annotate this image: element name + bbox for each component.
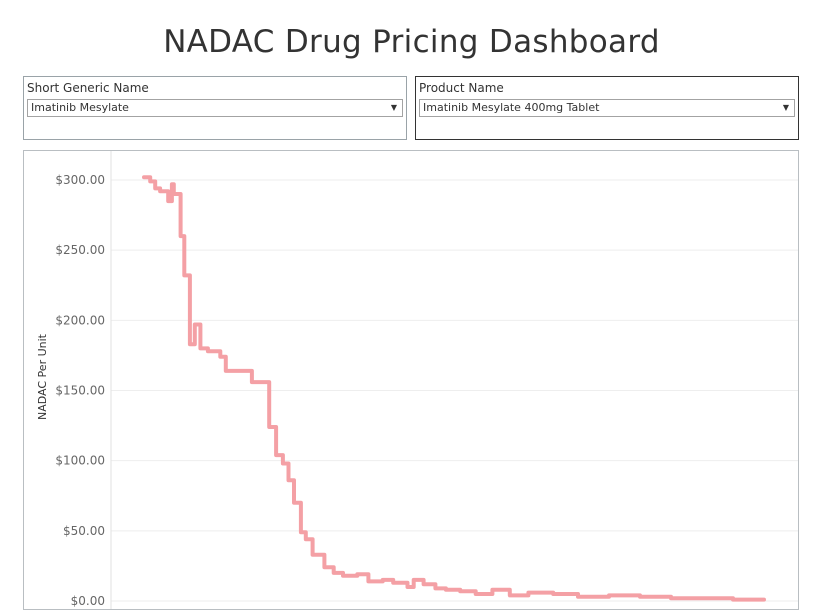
- price-history-chart: $0.00 $50.00 $100.00 $150.00 $200.00 $250.00 $…: [36, 151, 798, 609]
- y-axis-ticks: $0.00 $50.00 $100.00 $150.00 $200.00 $250.00 $…: [55, 173, 105, 608]
- product-name-dropdown[interactable]: Imatinib Mesylate 400mg Tablet ▼: [419, 99, 795, 117]
- y-tick-label: $300.00: [55, 173, 105, 187]
- generic-name-filter-label: Short Generic Name: [27, 81, 149, 95]
- y-tick-label: $50.00: [63, 524, 105, 538]
- generic-name-dropdown[interactable]: Imatinib Mesylate ▼: [27, 99, 403, 117]
- y-tick-label: $250.00: [55, 243, 105, 257]
- y-tick-label: $150.00: [55, 384, 105, 398]
- chart-panel: $0.00 $50.00 $100.00 $150.00 $200.00 $250.00 $…: [23, 150, 799, 610]
- generic-name-selected-value: Imatinib Mesylate: [31, 101, 129, 114]
- grid-lines: [111, 179, 798, 602]
- product-name-filter-label: Product Name: [419, 81, 504, 95]
- generic-name-filter: Short Generic Name Imatinib Mesylate ▼: [23, 76, 407, 140]
- y-tick-label: $200.00: [55, 313, 105, 327]
- y-axis-label: NADAC Per Unit: [36, 333, 49, 420]
- chevron-down-icon: ▼: [782, 103, 789, 112]
- chevron-down-icon: ▼: [390, 103, 397, 112]
- y-tick-label: $0.00: [71, 594, 105, 608]
- page-title: NADAC Drug Pricing Dashboard: [163, 24, 660, 60]
- product-name-selected-value: Imatinib Mesylate 400mg Tablet: [423, 101, 600, 114]
- y-tick-label: $100.00: [55, 454, 105, 468]
- product-name-filter: Product Name Imatinib Mesylate 400mg Tab…: [415, 76, 799, 140]
- series-line-imatinib-400mg[interactable]: [142, 175, 766, 602]
